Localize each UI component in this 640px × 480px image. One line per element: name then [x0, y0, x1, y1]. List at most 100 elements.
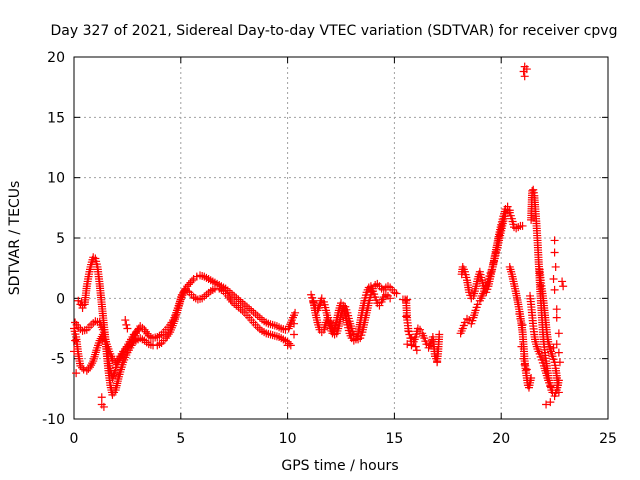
data-point-isolated — [404, 326, 413, 335]
data-point-isolated — [522, 365, 531, 374]
data-point-isolated — [518, 320, 527, 329]
data-point-isolated — [77, 297, 86, 306]
data-point-isolated — [549, 343, 558, 352]
data-point-track-a — [155, 340, 164, 349]
data-point-track-a — [86, 363, 95, 372]
data-point-track-b — [78, 326, 87, 335]
axis-ticks: 0 5 10 15 20 25 -10 -5 0 5 10 15 20 — [42, 50, 617, 447]
y-tick-label: 15 — [47, 110, 65, 126]
data-point-isolated — [78, 301, 87, 310]
data-point-track-a — [95, 336, 104, 345]
data-point-track-h — [505, 206, 514, 215]
data-point-isolated — [546, 398, 555, 407]
data-point-track-b — [91, 317, 100, 326]
x-axis-label: GPS time / hours — [281, 458, 398, 474]
y-tick-label: 10 — [47, 171, 65, 187]
data-point-isolated — [407, 341, 416, 350]
data-point-track-i — [527, 373, 536, 382]
data-point-track-e — [386, 294, 395, 303]
y-tick-label: -5 — [51, 352, 65, 368]
data-point-isolated — [522, 65, 531, 74]
data-point-isolated — [542, 400, 551, 409]
data-point-isolated — [554, 348, 563, 357]
data-point-isolated — [550, 285, 559, 294]
data-point-track-a — [91, 350, 100, 359]
data-point-isolated — [121, 316, 130, 325]
data-point-track-c — [134, 325, 143, 334]
data-point-isolated — [403, 340, 412, 349]
data-point-track-b — [202, 290, 211, 299]
data-points — [70, 62, 568, 411]
data-point-isolated — [558, 277, 567, 286]
data-point-track-a — [255, 313, 264, 322]
data-point-isolated — [97, 393, 106, 402]
data-point-isolated — [552, 313, 561, 322]
x-tick-label: 0 — [70, 431, 79, 447]
data-point-track-a — [188, 276, 197, 285]
data-point-track-b — [268, 331, 277, 340]
data-point-track-a — [78, 363, 87, 372]
y-tick-label: 5 — [56, 231, 65, 247]
data-point-isolated — [72, 369, 81, 378]
x-tick-label: 25 — [599, 431, 617, 447]
data-point-isolated — [407, 334, 416, 343]
y-tick-label: -10 — [42, 412, 65, 428]
data-point-isolated — [290, 319, 299, 328]
data-point-isolated — [283, 341, 292, 350]
data-point-track-j — [528, 186, 537, 195]
data-point-track-l — [553, 381, 562, 390]
data-point-isolated — [520, 72, 529, 81]
data-point-isolated — [552, 305, 561, 314]
data-point-isolated — [402, 312, 411, 321]
y-axis-label: SDTVAR / TECUs — [7, 181, 23, 296]
data-point-track-d — [392, 289, 401, 298]
data-point-track-a — [225, 288, 234, 297]
data-point-isolated — [398, 295, 407, 304]
data-point-isolated — [411, 342, 420, 351]
x-tick-label: 20 — [492, 431, 510, 447]
data-point-track-b — [223, 291, 232, 300]
data-point-track-b — [198, 294, 207, 303]
x-tick-label: 15 — [385, 431, 403, 447]
data-point-track-b — [225, 293, 234, 302]
data-point-track-a — [164, 330, 173, 339]
data-point-track-b — [285, 339, 294, 348]
data-point-track-a — [291, 308, 300, 317]
data-point-track-a — [87, 361, 96, 370]
data-point-track-b — [141, 327, 150, 336]
x-tick-label: 10 — [279, 431, 297, 447]
data-point-isolated — [290, 330, 299, 339]
data-point-isolated — [554, 388, 563, 397]
data-point-track-b — [89, 319, 98, 328]
data-point-track-f — [435, 330, 444, 339]
data-point-isolated — [520, 360, 529, 369]
data-point-isolated — [71, 336, 80, 345]
data-point-isolated — [517, 342, 526, 351]
y-tick-label: 20 — [47, 50, 65, 66]
data-point-isolated — [515, 310, 524, 319]
data-point-track-a — [144, 340, 153, 349]
x-tick-label: 5 — [176, 431, 185, 447]
data-point-isolated — [433, 347, 442, 356]
data-point-track-a — [91, 348, 100, 357]
data-point-isolated — [433, 358, 442, 367]
data-point-track-a — [163, 332, 172, 341]
y-tick-label: 0 — [56, 291, 65, 307]
data-point-isolated — [550, 248, 559, 257]
data-point-isolated — [555, 358, 564, 367]
data-point-isolated — [70, 347, 78, 356]
data-point-track-a — [251, 310, 260, 319]
data-point-isolated — [412, 346, 421, 355]
data-point-isolated — [519, 354, 528, 363]
data-point-isolated — [554, 329, 563, 338]
data-point-isolated — [99, 402, 108, 411]
data-point-isolated — [551, 262, 560, 271]
data-point-track-a — [88, 359, 97, 368]
data-point-isolated — [516, 314, 525, 323]
data-point-isolated — [122, 320, 131, 329]
data-point-isolated — [559, 282, 568, 291]
data-point-isolated — [549, 275, 558, 284]
data-point-track-a — [253, 311, 262, 320]
chart-title: Day 327 of 2021, Sidereal Day-to-day VTE… — [51, 23, 618, 39]
